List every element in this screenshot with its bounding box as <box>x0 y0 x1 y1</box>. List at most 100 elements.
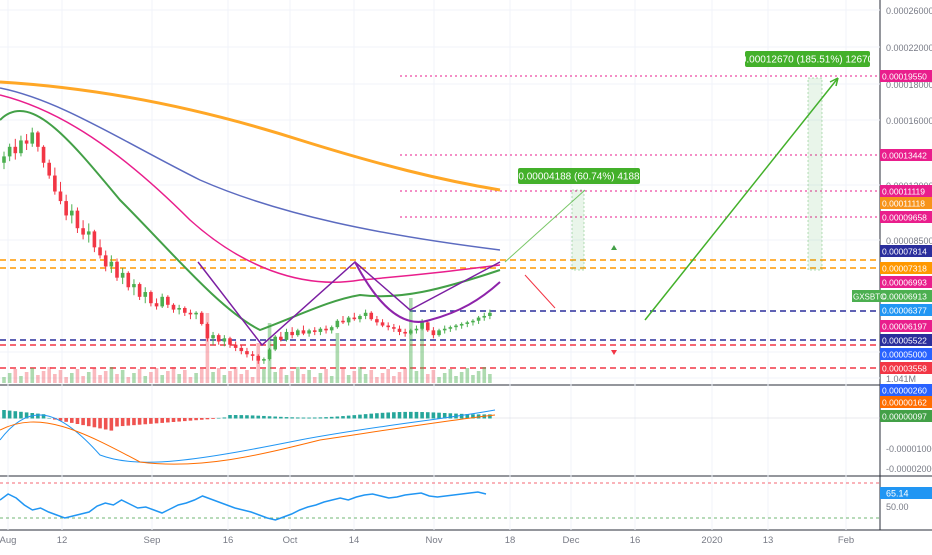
macd-histogram-bar <box>414 411 419 419</box>
candle-body <box>41 146 46 163</box>
macd-histogram-bar <box>7 410 12 419</box>
macd-histogram-bar <box>171 418 176 422</box>
price-tick-label: 0.00022000 <box>886 43 932 53</box>
candle-body <box>64 201 68 216</box>
macd-histogram-bar <box>98 418 102 429</box>
volume-bar <box>363 374 368 383</box>
macd-histogram-bar <box>403 411 407 419</box>
price-level-tag-label: 0.00003558 <box>882 364 927 374</box>
volume-bar <box>109 367 114 383</box>
volume-bar <box>380 373 385 383</box>
candle-body <box>126 272 131 288</box>
volume-bar <box>149 372 153 383</box>
volume-bar <box>211 372 215 383</box>
macd-histogram-bar <box>409 411 413 419</box>
time-tick-label: 12 <box>57 535 68 546</box>
volume-bar <box>205 313 210 383</box>
candle-body <box>143 292 148 297</box>
macd-histogram-bar <box>228 415 232 419</box>
macd-histogram-bar <box>267 416 272 419</box>
macd-histogram-bar <box>301 417 306 419</box>
candle-body <box>437 330 441 336</box>
volume-bar <box>476 371 481 383</box>
candle-body <box>454 325 458 328</box>
projection-arrow-long <box>644 77 839 321</box>
macd-histogram-bar <box>81 418 85 426</box>
macd-histogram-bar <box>296 417 300 419</box>
rsi-tick-label: 50.00 <box>886 502 909 512</box>
volume-bar <box>53 374 57 383</box>
time-tick-label: Sep <box>144 535 161 546</box>
macd-histogram-bar <box>75 418 80 424</box>
price-level-tag <box>880 304 932 316</box>
time-axis: Aug 12 Sep 16 Oct 14 Nov 18 Dec 16 2020 13 Feb <box>0 535 854 546</box>
price-level-tag <box>880 211 932 223</box>
candle-body <box>115 261 119 278</box>
time-tick-label: 13 <box>763 535 774 546</box>
candle-body <box>482 315 487 318</box>
macd-histogram-bar <box>471 414 475 419</box>
volume-bar <box>329 376 334 383</box>
volume-bar <box>397 372 402 383</box>
candle-body <box>103 255 108 267</box>
macd-histogram-bar <box>335 416 340 419</box>
candle-body <box>92 231 97 248</box>
volume-bar <box>132 373 136 383</box>
candle-body <box>2 156 6 163</box>
candle-body <box>245 351 249 355</box>
volume-bar <box>358 367 362 383</box>
candle-body <box>7 146 12 157</box>
candle-body <box>188 312 193 315</box>
volume-bar <box>482 367 487 383</box>
volume-bar <box>346 375 351 383</box>
symbol-tag-label: GXSBTC <box>853 293 886 302</box>
candle-body <box>341 320 345 323</box>
volume-bar <box>471 375 475 383</box>
volume-bar <box>403 368 407 383</box>
macd-histogram-bar <box>205 418 210 420</box>
candle-body <box>24 140 29 144</box>
macd-histogram-bar <box>143 418 148 425</box>
macd-histogram-bar <box>109 418 114 431</box>
price-level-tag-label: 0.00019550 <box>882 72 927 82</box>
volume-bar <box>318 373 323 383</box>
macd-histogram-bar <box>13 411 18 419</box>
candle-body <box>211 335 215 339</box>
macd-value-label: 0.00000097 <box>882 412 927 422</box>
volume-bar <box>448 369 453 383</box>
macd-value-tag <box>880 384 932 396</box>
volume-bar <box>279 368 283 383</box>
macd-histogram-bar <box>397 412 402 419</box>
candle-body <box>352 317 357 320</box>
candle-body <box>324 328 328 331</box>
volume-bar <box>250 377 255 383</box>
price-level-tag <box>880 149 932 161</box>
macd-histogram-bar <box>194 418 198 421</box>
candle-body <box>471 320 475 323</box>
macd-histogram-bar <box>132 418 136 426</box>
candle-body <box>81 228 85 235</box>
candle-body <box>70 210 74 216</box>
macd-histogram-bar <box>448 413 453 419</box>
volume-bar <box>194 373 198 383</box>
candle-body <box>296 330 300 336</box>
candle-body <box>488 312 492 316</box>
candle-body <box>414 328 419 331</box>
volume-bar <box>98 375 102 383</box>
volume-bar <box>36 375 40 383</box>
macd-pane <box>0 409 880 465</box>
candle-body <box>256 355 261 361</box>
candle-body <box>222 338 227 342</box>
arrow-head <box>829 77 839 87</box>
macd-histogram-bar <box>256 415 261 419</box>
macd-histogram-bar <box>166 418 170 423</box>
candle-body <box>98 247 102 256</box>
candle-body <box>250 354 255 356</box>
volume-bar <box>341 368 345 383</box>
price-level-tag-label: 0.00011119 <box>882 187 925 197</box>
candle-body <box>346 317 351 323</box>
macd-histogram-bar <box>465 414 470 419</box>
volume-bar <box>352 371 357 383</box>
